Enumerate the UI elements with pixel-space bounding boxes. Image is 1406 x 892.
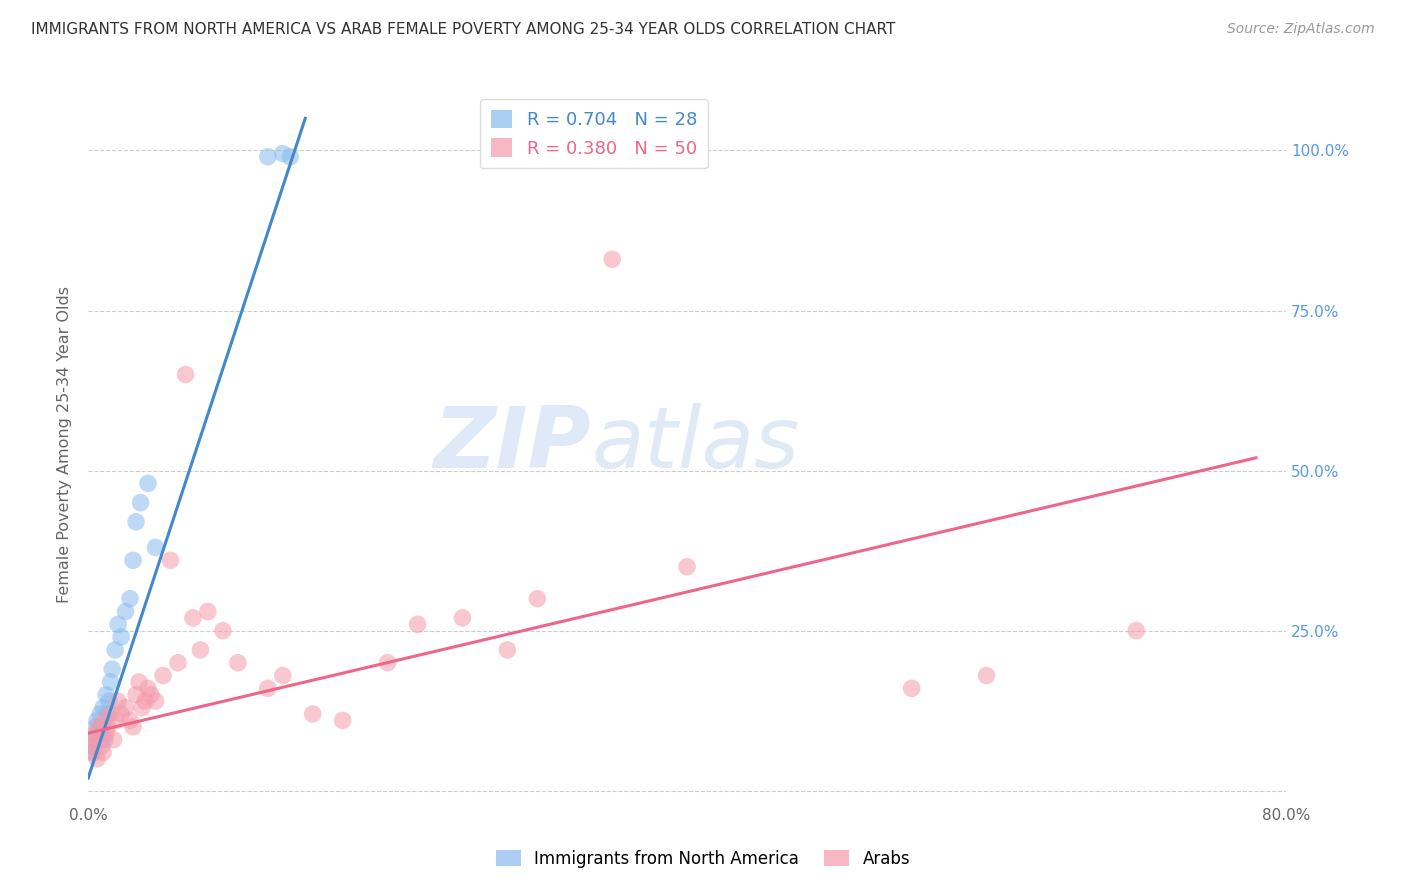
Point (134, 694, 156, 708)
Point (174, 368, 197, 382)
Point (377, 656, 399, 670)
Point (93, 732, 115, 747)
Y-axis label: Female Poverty Among 25-34 Year Olds: Female Poverty Among 25-34 Year Olds (58, 286, 72, 604)
Point (86, 714, 108, 728)
Point (87, 726, 110, 740)
Point (301, 706, 323, 721)
Point (136, 476, 159, 491)
Point (120, 591, 142, 606)
Point (190, 643, 212, 657)
Point (125, 688, 148, 702)
Point (129, 495, 152, 509)
Point (103, 732, 125, 747)
Point (145, 694, 167, 708)
Point (114, 605, 136, 619)
Point (80, 745, 103, 759)
Point (82, 732, 104, 747)
Point (100, 675, 122, 690)
Text: IMMIGRANTS FROM NORTH AMERICA VS ARAB FEMALE POVERTY AMONG 25-34 YEAR OLDS CORRE: IMMIGRANTS FROM NORTH AMERICA VS ARAB FE… (31, 22, 896, 37)
Point (94, 688, 117, 702)
Point (128, 675, 150, 690)
Point (900, 681, 922, 696)
Point (104, 643, 127, 657)
Point (89, 732, 111, 747)
Point (105, 714, 128, 728)
Point (145, 541, 167, 555)
Point (86, 752, 108, 766)
Point (94, 726, 117, 740)
Point (197, 605, 219, 619)
Point (84, 720, 107, 734)
Point (159, 553, 181, 567)
Point (82, 739, 104, 753)
Text: Source: ZipAtlas.com: Source: ZipAtlas.com (1227, 22, 1375, 37)
Text: atlas: atlas (592, 403, 799, 486)
Point (122, 553, 145, 567)
Point (91, 700, 114, 714)
Point (83, 732, 105, 747)
Point (91, 745, 114, 759)
Point (98, 694, 121, 708)
Point (406, 617, 429, 632)
Point (278, 150, 301, 164)
Point (110, 630, 132, 644)
Point (90, 720, 112, 734)
Point (976, 668, 998, 682)
Point (496, 643, 519, 657)
Point (107, 617, 129, 632)
Point (139, 688, 162, 702)
Point (332, 714, 354, 728)
Text: ZIP: ZIP (433, 403, 592, 486)
Legend: Immigrants from North America, Arabs: Immigrants from North America, Arabs (489, 844, 917, 875)
Point (526, 591, 548, 606)
Point (90, 739, 112, 753)
Point (256, 681, 278, 696)
Point (122, 720, 145, 734)
Legend: R = 0.704   N = 28, R = 0.380   N = 50: R = 0.704 N = 28, R = 0.380 N = 50 (479, 99, 709, 169)
Point (167, 656, 190, 670)
Point (136, 681, 159, 696)
Point (181, 611, 204, 625)
Point (131, 700, 153, 714)
Point (226, 656, 249, 670)
Point (152, 668, 174, 682)
Point (87, 720, 110, 734)
Point (120, 714, 142, 728)
Point (80, 739, 103, 753)
Point (600, 252, 623, 267)
Point (114, 700, 136, 714)
Point (271, 146, 294, 161)
Point (271, 668, 294, 682)
Point (101, 662, 124, 676)
Point (107, 694, 129, 708)
Point (451, 611, 474, 625)
Point (125, 515, 148, 529)
Point (100, 706, 122, 721)
Point (93, 714, 115, 728)
Point (212, 624, 235, 638)
Point (97, 706, 120, 721)
Point (1125, 624, 1147, 638)
Point (83, 745, 105, 759)
Point (84, 726, 107, 740)
Point (676, 559, 699, 574)
Point (110, 706, 132, 721)
Point (89, 706, 111, 721)
Point (256, 150, 278, 164)
Point (97, 720, 120, 734)
